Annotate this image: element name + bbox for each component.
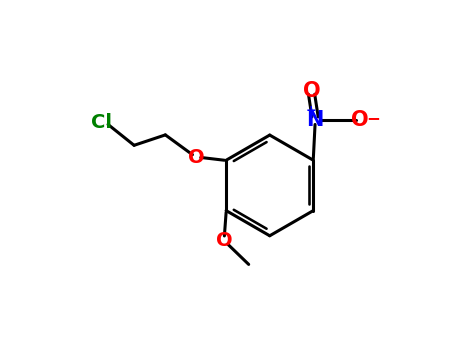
Text: O: O	[303, 81, 321, 101]
Text: O: O	[188, 148, 205, 167]
Text: +: +	[306, 104, 316, 117]
Text: Cl: Cl	[91, 113, 111, 132]
Text: −: −	[367, 108, 380, 127]
Text: N: N	[306, 110, 324, 130]
Text: O: O	[352, 110, 369, 130]
Text: O: O	[216, 231, 233, 250]
